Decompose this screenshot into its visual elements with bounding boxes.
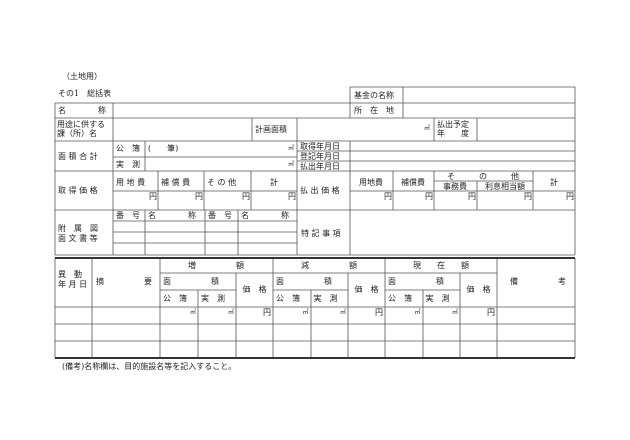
attachments-label: 附 属 図 [58,224,98,233]
planned-area-label: 計画面積 [255,125,287,134]
yen-unit: 円 [425,192,433,201]
registry-header: 公 簿 [276,294,300,303]
survey-header: 実 測 [425,294,450,303]
sqm-unit: ㎡ [227,309,234,316]
name-label: 名 称 [58,106,106,115]
payout-land-label: 用地費 [359,178,383,187]
area-total-label: 面 積 合 計 [58,152,98,161]
yen-unit: 円 [195,192,203,201]
summary-header: 摘 要 [96,277,152,286]
form-title: その1 総括表 [58,89,112,98]
yen-unit: 円 [288,192,296,201]
change-date-label: 異 動 [58,270,82,279]
decrease-header: 減 額 [301,261,357,270]
number-header: 番 号 [208,211,232,220]
survey-label: 実 測 [116,160,140,169]
land-cost-label: 用 地 費 [116,178,146,187]
yen-unit: 円 [468,192,476,201]
comp-cost-label: 補 償 費 [161,178,191,187]
sqm-unit: ㎡ [189,309,196,316]
price-header: 価 格 [354,285,379,294]
sqm-unit: ㎡ [339,309,346,316]
payout-year-label-2: 年 度 [437,129,469,138]
payout-total-label: 計 [550,178,558,187]
yen-unit: 円 [149,192,157,201]
interest-label: 利息相当額 [485,182,525,191]
footnote: (備考)名称欄は、目的施設名等を記入すること。 [62,362,237,371]
yen-unit: 円 [242,192,250,201]
payout-other-label: そ の 他 [447,172,519,181]
fund-name-label: 基金の名称 [354,91,394,100]
yen-unit: 円 [487,308,495,317]
area-header: 面 積 [276,277,332,286]
sqm-unit: ㎡ [302,309,309,316]
acq-date-label: 取得年月日 [300,142,340,151]
sqm-unit: ㎡ [288,161,295,168]
current-header: 現 在 額 [413,261,469,270]
payout-price-label: 払 出 価 格 [300,186,340,195]
registry-header: 公 簿 [163,294,187,303]
reg-date-label: 登記年月日 [300,152,340,161]
payout-date-label: 払出年月日 [300,162,340,171]
name-header: 名 称 [241,211,289,220]
increase-header: 増 額 [188,261,244,270]
sqm-unit: ㎡ [424,125,431,132]
registry-label: 公 簿 [116,144,140,153]
yen-unit: 円 [524,192,532,201]
registry-header: 公 簿 [388,294,412,303]
purpose-label: 用途に供する [57,120,105,129]
sqm-unit: ㎡ [288,145,295,152]
name-header: 名 称 [148,211,196,220]
yen-unit: 円 [375,308,383,317]
survey-header: 実 測 [313,294,338,303]
price-header: 価 格 [466,285,491,294]
location-label: 所 在 地 [354,106,394,115]
attachments-label-2: 面 文 書 等 [58,234,98,243]
special-notes-label: 特 記 事 項 [301,229,341,238]
payout-year-label: 払出予定 [437,120,469,129]
area-header: 面 積 [388,277,444,286]
price-header: 価 格 [242,285,267,294]
payout-comp-label: 補償費 [401,178,425,187]
yen-unit: 円 [566,192,574,201]
office-cost-label: 事務費 [443,182,467,191]
total-label: 計 [270,178,278,187]
remarks-header: 備 考 [510,277,566,286]
area-header: 面 積 [163,277,219,286]
number-header: 番 号 [116,211,140,220]
category-label: （土地用） [62,72,102,81]
acq-price-label: 取 得 価 格 [58,186,98,195]
survey-header: 実 測 [201,294,225,303]
yen-unit: 円 [263,308,271,317]
sqm-unit: ㎡ [451,309,458,316]
change-date-label-2: 年 月 日 [58,280,88,289]
sqm-unit: ㎡ [414,309,421,316]
yen-unit: 円 [384,192,392,201]
parcels-label: ( 筆) [148,144,179,153]
purpose-label-2: 課（所）名 [57,129,97,138]
other-cost-label: そ の 他 [207,178,237,187]
